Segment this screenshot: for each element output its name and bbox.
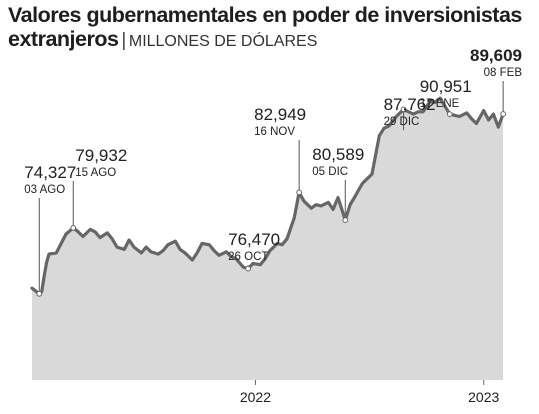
annotation-value: 89,609 <box>470 46 522 65</box>
annotation-guides <box>38 81 504 294</box>
chart-title: Valores gubernamentales en poder de inve… <box>8 3 539 54</box>
annotation-labels: 74,327 03 AGO 79,932 15 AGO 76,470 26 OCT 82,9… <box>24 46 522 263</box>
annotation-marker <box>36 290 43 297</box>
annotation-value: 82,949 <box>254 105 306 124</box>
annotation-value: 76,470 <box>228 230 280 249</box>
x-tick-label: 2022 <box>240 389 271 405</box>
chart-title-text: Valores gubernamentales en poder de inve… <box>8 3 522 51</box>
x-axis: 2022 2023 <box>240 380 499 405</box>
annotation-value: 79,932 <box>75 146 127 165</box>
series-line <box>30 96 505 296</box>
annotation-marker <box>446 111 453 118</box>
x-tick-label: 2023 <box>468 389 499 405</box>
annotation-marker <box>342 217 349 224</box>
title-separator: | <box>121 30 126 51</box>
area-fill <box>32 98 504 380</box>
annotation-date: 05 DIC <box>312 166 348 178</box>
annotation-date: 29 DIC <box>384 116 420 128</box>
annotation-markers <box>36 106 507 297</box>
annotation-date: 15 AGO <box>75 167 116 179</box>
annotation-date: 03 AGO <box>24 184 65 196</box>
annotation-value: 90,951 <box>420 77 472 96</box>
annotation-marker <box>245 265 252 272</box>
annotation-value: 74,327 <box>24 163 76 182</box>
annotation-date: 08 FEB <box>484 67 523 79</box>
annotation-date: 26 OCT <box>228 251 268 263</box>
annotation-marker <box>296 189 303 196</box>
annotation-marker <box>70 224 77 231</box>
annotation-date: 17 ENE <box>420 98 460 110</box>
annotation-value: 80,589 <box>312 145 364 164</box>
annotation-value: 87,762 <box>384 95 436 114</box>
annotation-marker <box>400 106 407 113</box>
annotation-date: 16 NOV <box>254 126 295 138</box>
chart-unit: MILLONES DE DÓLARES <box>128 33 318 50</box>
annotation-marker <box>500 111 507 117</box>
